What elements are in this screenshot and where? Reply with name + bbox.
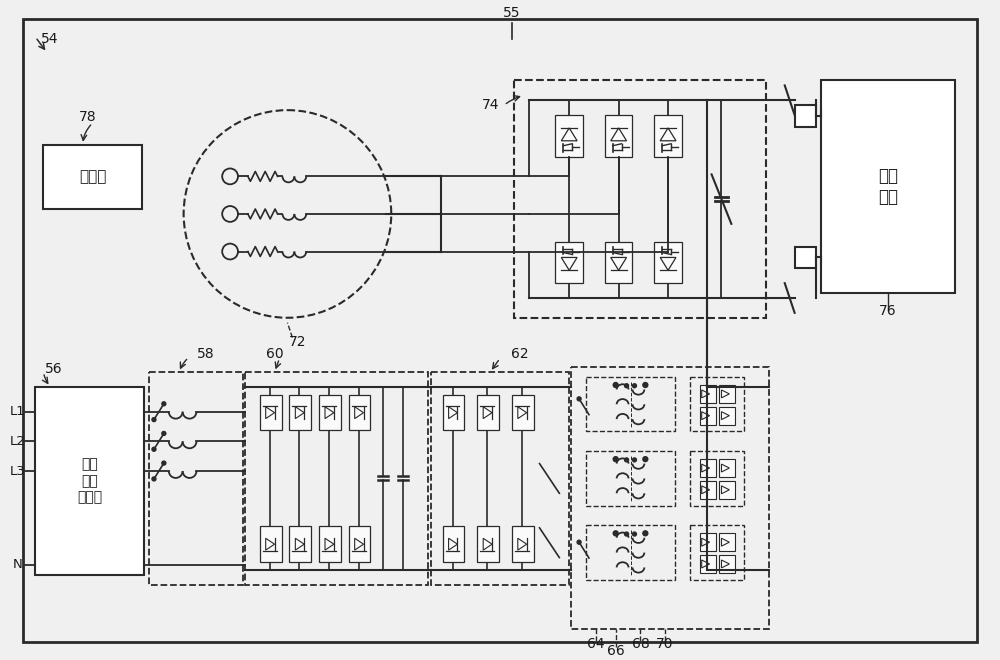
- Bar: [719, 481, 735, 499]
- Bar: [700, 481, 716, 499]
- Circle shape: [643, 457, 648, 461]
- Circle shape: [632, 458, 636, 462]
- Bar: [690, 525, 744, 579]
- Text: 74: 74: [482, 98, 499, 112]
- Circle shape: [613, 383, 618, 387]
- Circle shape: [577, 541, 581, 544]
- Bar: [719, 385, 735, 403]
- Text: 64: 64: [587, 637, 605, 651]
- Bar: [289, 527, 311, 562]
- Text: 76: 76: [879, 304, 897, 318]
- Bar: [605, 242, 632, 283]
- Bar: [719, 407, 735, 424]
- Bar: [719, 533, 735, 551]
- Bar: [260, 395, 282, 430]
- Bar: [43, 145, 142, 209]
- Bar: [512, 527, 534, 562]
- Bar: [654, 242, 682, 283]
- Bar: [719, 459, 735, 477]
- Bar: [443, 527, 464, 562]
- Circle shape: [632, 383, 636, 387]
- Text: 55: 55: [503, 6, 521, 20]
- Bar: [586, 525, 675, 579]
- Bar: [586, 451, 675, 506]
- Text: 62: 62: [511, 347, 529, 361]
- Bar: [443, 395, 464, 430]
- Text: N: N: [13, 558, 22, 572]
- Circle shape: [577, 397, 581, 401]
- Bar: [319, 395, 341, 430]
- Text: 54: 54: [41, 32, 59, 46]
- Text: 60: 60: [266, 347, 283, 361]
- Circle shape: [643, 531, 648, 536]
- Circle shape: [613, 457, 618, 461]
- Bar: [512, 395, 534, 430]
- Bar: [690, 377, 744, 432]
- Bar: [555, 242, 583, 283]
- Bar: [35, 387, 144, 575]
- Bar: [795, 105, 816, 127]
- Bar: [245, 372, 428, 585]
- Bar: [700, 385, 716, 403]
- Bar: [690, 451, 744, 506]
- Bar: [700, 555, 716, 573]
- Text: 72: 72: [289, 335, 306, 350]
- Circle shape: [162, 432, 166, 436]
- Bar: [477, 395, 499, 430]
- Bar: [821, 81, 955, 293]
- Circle shape: [152, 477, 156, 481]
- Text: L1: L1: [10, 405, 25, 418]
- Bar: [795, 247, 816, 269]
- Text: 78: 78: [79, 110, 97, 124]
- Text: 70: 70: [656, 637, 674, 651]
- Bar: [260, 527, 282, 562]
- Circle shape: [162, 461, 166, 465]
- Bar: [477, 527, 499, 562]
- Text: 56: 56: [45, 362, 63, 376]
- Circle shape: [643, 383, 648, 387]
- Bar: [431, 372, 569, 585]
- Circle shape: [625, 532, 629, 536]
- Circle shape: [632, 532, 636, 536]
- Bar: [605, 115, 632, 156]
- Bar: [149, 372, 243, 585]
- Bar: [719, 555, 735, 573]
- Text: L3: L3: [10, 465, 25, 478]
- Circle shape: [162, 402, 166, 406]
- Text: L2: L2: [10, 435, 25, 448]
- Bar: [514, 81, 766, 317]
- Bar: [700, 533, 716, 551]
- Bar: [349, 527, 370, 562]
- Text: 68: 68: [632, 637, 649, 651]
- Bar: [654, 115, 682, 156]
- Bar: [700, 459, 716, 477]
- Text: 58: 58: [197, 347, 215, 361]
- Bar: [571, 367, 769, 629]
- Circle shape: [152, 418, 156, 422]
- Circle shape: [625, 458, 629, 462]
- Circle shape: [152, 447, 156, 451]
- Bar: [586, 377, 675, 432]
- Text: 电磁
干扰
滤波器: 电磁 干扰 滤波器: [77, 457, 102, 504]
- Circle shape: [613, 531, 618, 536]
- Text: 高压
电池: 高压 电池: [878, 168, 898, 206]
- Bar: [319, 527, 341, 562]
- Circle shape: [625, 383, 629, 387]
- Bar: [349, 395, 370, 430]
- Bar: [289, 395, 311, 430]
- Text: 控制器: 控制器: [79, 170, 106, 184]
- Text: 66: 66: [607, 644, 625, 658]
- Bar: [555, 115, 583, 156]
- Bar: [700, 407, 716, 424]
